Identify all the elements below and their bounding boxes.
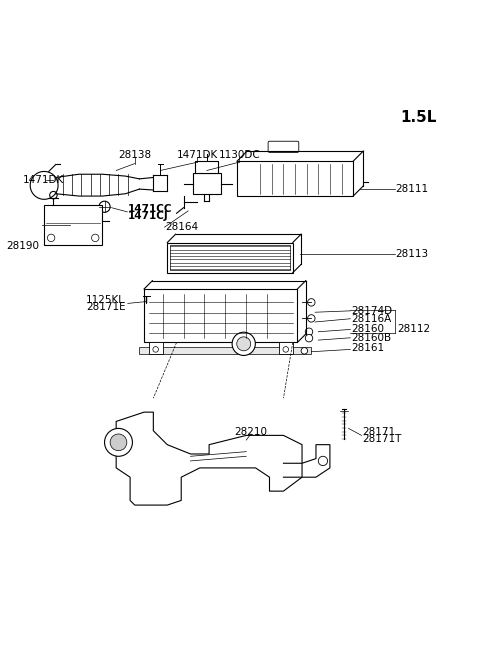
FancyBboxPatch shape xyxy=(195,161,218,173)
Text: 28164: 28164 xyxy=(165,222,198,232)
FancyBboxPatch shape xyxy=(268,141,299,152)
Text: 28160: 28160 xyxy=(351,325,384,334)
Text: 1471DK: 1471DK xyxy=(177,150,218,160)
Circle shape xyxy=(318,457,327,466)
Text: 28190: 28190 xyxy=(7,240,39,251)
Circle shape xyxy=(283,347,288,352)
FancyBboxPatch shape xyxy=(237,161,353,196)
Circle shape xyxy=(237,337,251,351)
FancyBboxPatch shape xyxy=(193,173,221,194)
Circle shape xyxy=(92,234,99,242)
Circle shape xyxy=(305,328,312,336)
Text: 1471CJ: 1471CJ xyxy=(128,211,168,221)
Text: 1471DK: 1471DK xyxy=(23,175,64,185)
Text: 1125KL: 1125KL xyxy=(86,295,125,305)
Text: 28210: 28210 xyxy=(234,426,267,437)
Text: 28138: 28138 xyxy=(118,150,151,160)
Text: 28111: 28111 xyxy=(395,184,428,194)
Text: 28161: 28161 xyxy=(351,343,384,353)
FancyBboxPatch shape xyxy=(139,347,312,354)
Circle shape xyxy=(50,191,57,199)
Text: 28171: 28171 xyxy=(362,426,396,437)
Circle shape xyxy=(99,201,110,212)
Circle shape xyxy=(153,347,158,352)
Circle shape xyxy=(110,434,127,451)
Text: 28171E: 28171E xyxy=(86,302,126,311)
Text: 28112: 28112 xyxy=(397,323,431,334)
Circle shape xyxy=(308,315,315,322)
FancyBboxPatch shape xyxy=(149,342,163,354)
Circle shape xyxy=(232,332,255,355)
Circle shape xyxy=(105,428,132,457)
Text: 28113: 28113 xyxy=(395,249,428,259)
Polygon shape xyxy=(116,412,302,505)
Circle shape xyxy=(308,299,315,306)
Text: 1.5L: 1.5L xyxy=(400,110,436,125)
Text: 28160B: 28160B xyxy=(351,333,391,343)
FancyBboxPatch shape xyxy=(44,206,102,245)
Text: 28174D: 28174D xyxy=(351,306,392,316)
Polygon shape xyxy=(284,445,330,477)
Text: 28171T: 28171T xyxy=(362,434,402,444)
Text: 1130DC: 1130DC xyxy=(218,150,260,160)
Text: 1471CC: 1471CC xyxy=(128,204,172,214)
Circle shape xyxy=(305,334,312,342)
FancyBboxPatch shape xyxy=(279,342,293,354)
FancyBboxPatch shape xyxy=(144,289,298,342)
Circle shape xyxy=(48,234,55,242)
FancyBboxPatch shape xyxy=(167,242,293,273)
Text: 28116A: 28116A xyxy=(351,314,391,324)
Circle shape xyxy=(301,348,308,354)
